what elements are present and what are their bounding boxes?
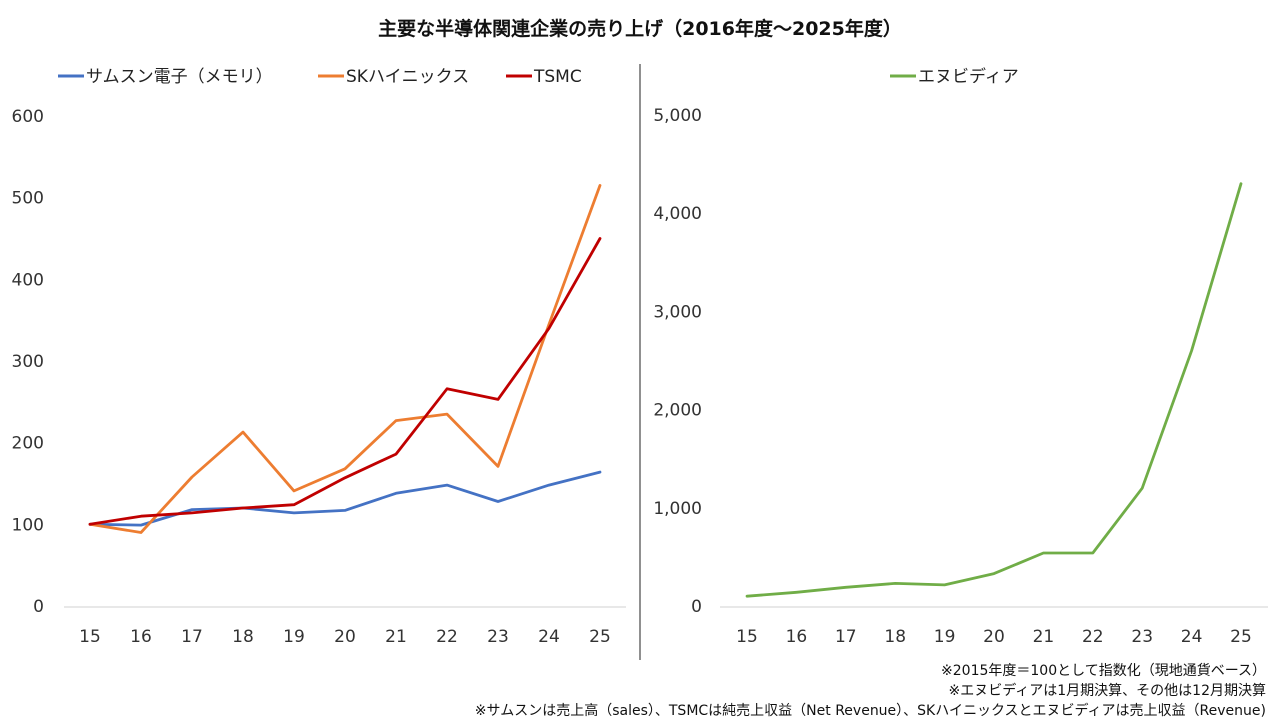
x-tick-label: 18: [884, 627, 906, 647]
legend-label: SKハイニックス: [346, 67, 469, 87]
y-tick-label: 600: [12, 107, 44, 127]
series-line-sk-hynix: [88, 183, 602, 534]
x-tick-label: 24: [538, 627, 560, 647]
x-tick-label: 23: [1131, 627, 1153, 647]
legend-label: サムスン電子（メモリ）: [86, 67, 273, 87]
y-tick-label: 400: [12, 270, 44, 290]
series-line-samsung: [88, 470, 602, 527]
footnote-revenue-def: ※サムスンは売上高（sales）、TSMCは純売上収益（Net Revenue）…: [474, 703, 1266, 719]
x-tick-label: 16: [786, 627, 808, 647]
x-tick-label: 15: [736, 627, 758, 647]
x-tick-label: 25: [1230, 627, 1252, 647]
legend-label: TSMC: [533, 67, 582, 87]
right-chart: 0 1,000 2,000 3,000 4,000 5,000 15 16 17 18 19 20 21…: [653, 66, 1268, 647]
y-tick-label: 1,000: [653, 499, 702, 519]
y-tick-label: 100: [12, 515, 44, 535]
x-tick-label: 21: [385, 627, 407, 647]
left-chart: 0 100 200 300 400 500 600 15 16 17 18 19 20 21 22 23 24 2…: [12, 67, 626, 647]
series-line-nvidia: [745, 182, 1243, 598]
x-tick-label: 19: [934, 627, 956, 647]
x-tick-label: 25: [589, 627, 611, 647]
chart-title: 主要な半導体関連企業の売り上げ（2016年度〜2025年度）: [378, 18, 902, 40]
x-tick-label: 17: [181, 627, 203, 647]
series-line-tsmc: [88, 237, 602, 526]
x-tick-label: 24: [1181, 627, 1203, 647]
legend-label: エヌビディア: [918, 66, 1019, 87]
x-tick-label: 21: [1033, 627, 1055, 647]
x-tick-label: 22: [1082, 627, 1104, 647]
x-tick-label: 23: [487, 627, 509, 647]
y-tick-label: 0: [33, 597, 44, 617]
x-tick-label: 19: [283, 627, 305, 647]
y-tick-label: 200: [12, 434, 44, 454]
x-tick-label: 18: [232, 627, 254, 647]
y-tick-label: 5,000: [653, 106, 702, 126]
y-tick-label: 3,000: [653, 302, 702, 322]
footnote-fiscal-year: ※エヌビディアは1月期決算、その他は12月期決算: [948, 683, 1266, 699]
y-tick-label: 2,000: [653, 401, 702, 421]
y-tick-label: 500: [12, 189, 44, 209]
x-tick-label: 15: [79, 627, 101, 647]
x-tick-label: 20: [983, 627, 1005, 647]
y-tick-label: 0: [691, 597, 702, 617]
x-tick-label: 17: [835, 627, 857, 647]
x-tick-label: 16: [130, 627, 152, 647]
x-tick-label: 20: [334, 627, 356, 647]
y-tick-label: 300: [12, 352, 44, 372]
x-tick-label: 22: [436, 627, 458, 647]
footnote-index: ※2015年度＝100として指数化（現地通貨ベース）: [941, 663, 1266, 679]
y-tick-label: 4,000: [653, 204, 702, 224]
